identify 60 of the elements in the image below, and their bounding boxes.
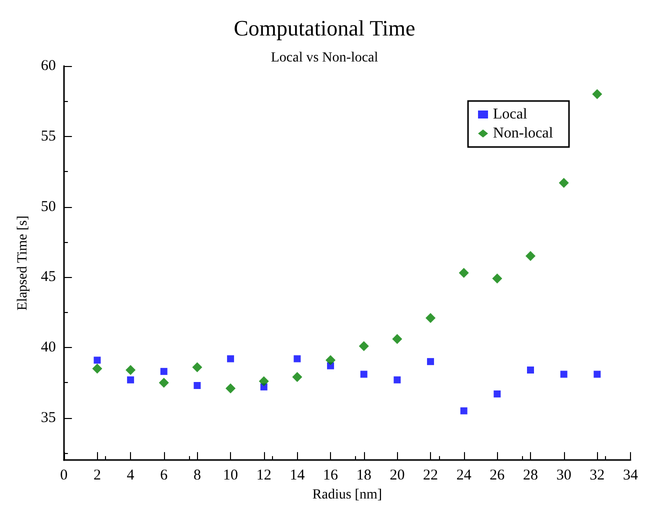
point bbox=[360, 370, 368, 378]
chart-subtitle: Local vs Non-local bbox=[270, 50, 378, 66]
point bbox=[594, 370, 601, 378]
x-tick-label: 22 bbox=[423, 468, 438, 484]
point bbox=[94, 356, 101, 364]
legend-label: Non-local bbox=[493, 126, 554, 142]
point bbox=[458, 268, 469, 278]
x-tick-label: 4 bbox=[126, 468, 135, 484]
x-tick-label: 2 bbox=[93, 468, 101, 484]
y-tick-label: 35 bbox=[40, 410, 56, 426]
point bbox=[526, 251, 536, 262]
point bbox=[194, 382, 201, 390]
y-tick-label: 45 bbox=[40, 269, 56, 286]
y-tick-label: 55 bbox=[40, 128, 56, 144]
x-tick-label: 18 bbox=[356, 468, 372, 484]
y-tick-label: 60 bbox=[40, 58, 56, 74]
y-tick-label: 50 bbox=[40, 198, 56, 215]
x-tick-label: 8 bbox=[193, 468, 201, 484]
point bbox=[394, 376, 401, 384]
point bbox=[258, 376, 269, 386]
x-axis-title: Radius [nm] bbox=[312, 488, 382, 502]
y-tick-label: 40 bbox=[40, 340, 56, 356]
x-tick-label: 20 bbox=[390, 468, 405, 484]
x-tick-label: 24 bbox=[456, 468, 472, 484]
point bbox=[158, 378, 169, 388]
point bbox=[560, 370, 568, 378]
point bbox=[558, 178, 569, 188]
point bbox=[460, 407, 468, 414]
point bbox=[427, 358, 434, 366]
x-tick-label: 12 bbox=[256, 468, 272, 484]
point bbox=[426, 312, 436, 323]
point bbox=[92, 364, 102, 374]
chart-title: Computational Time bbox=[234, 16, 416, 40]
point bbox=[358, 341, 369, 352]
x-tick-label: 0 bbox=[60, 468, 68, 484]
point bbox=[494, 390, 501, 398]
legend-label: Local bbox=[493, 106, 528, 122]
point bbox=[326, 355, 336, 366]
point bbox=[527, 366, 534, 374]
x-tick-label: 6 bbox=[160, 468, 168, 484]
point bbox=[192, 362, 202, 372]
x-tick-label: 32 bbox=[590, 468, 605, 484]
point bbox=[127, 376, 134, 384]
point bbox=[592, 89, 602, 100]
point bbox=[160, 368, 168, 375]
x-tick-label: 14 bbox=[290, 468, 306, 484]
point bbox=[392, 334, 402, 344]
x-tick-label: 28 bbox=[523, 468, 538, 484]
x-tick-label: 26 bbox=[490, 468, 506, 484]
x-tick-label: 30 bbox=[556, 468, 572, 484]
point bbox=[492, 274, 502, 284]
point bbox=[292, 372, 302, 382]
x-tick-label: 10 bbox=[223, 468, 238, 484]
point bbox=[227, 355, 234, 362]
point bbox=[294, 355, 301, 362]
point bbox=[226, 383, 236, 394]
point bbox=[126, 365, 136, 376]
x-tick-label: 16 bbox=[323, 468, 339, 484]
x-tick-label: 34 bbox=[623, 468, 638, 484]
y-axis-title: Elapsed Time [s] bbox=[16, 216, 30, 310]
